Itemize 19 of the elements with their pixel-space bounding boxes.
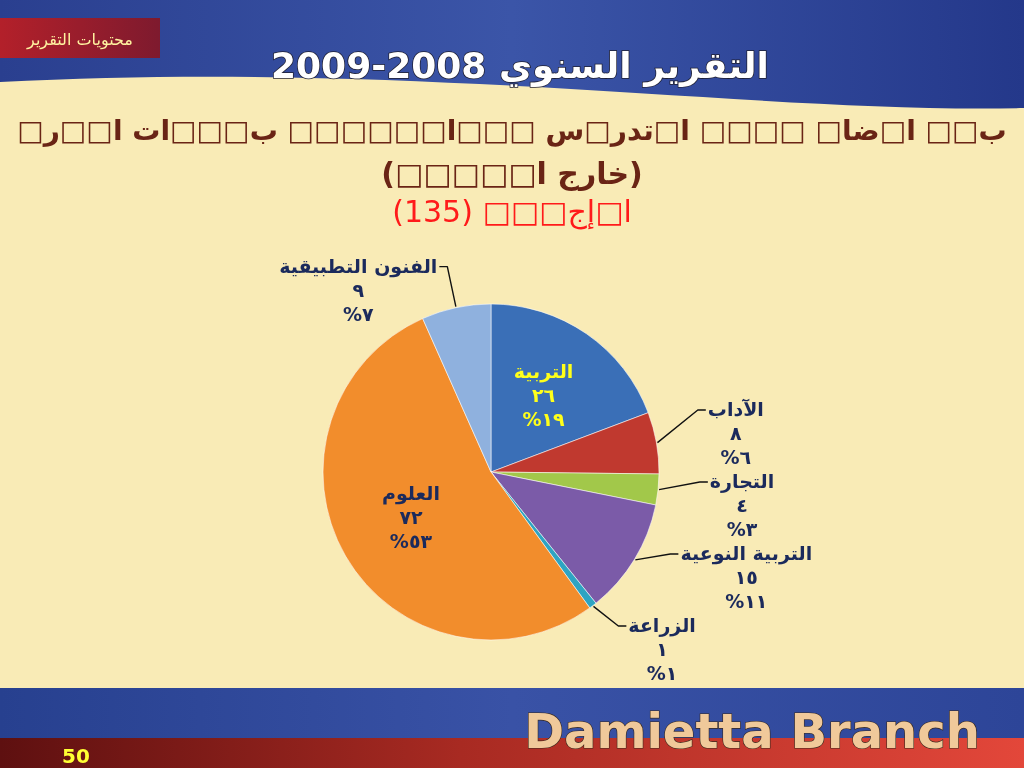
slice-label: التربية: [513, 360, 574, 383]
data-label: ٤ ٣%: [726, 494, 758, 540]
slice-label: التجارة: [709, 470, 775, 493]
data-label: ٨ ٦%: [720, 422, 752, 468]
chart-title: ب□□ ا□ضا□ □□□□ ا□تدر□س □□□ا□□□□□□ ب□□□ات ا□□ر□ (خارج ا□□□□□): [17, 114, 1007, 191]
slice-label: التربية النوعية: [680, 542, 813, 565]
data-label: ٢٦ ١٩%: [522, 384, 566, 430]
chart-subtitle: ا□إج□□□ (135): [392, 194, 632, 230]
data-label: ٩ ٧%: [342, 278, 374, 325]
slice-label: الفنون التطبيقية: [279, 254, 438, 278]
text: 50: [62, 744, 90, 768]
text: محتويات التقرير: [26, 30, 133, 50]
slice-label: الزراعة: [628, 614, 696, 637]
data-label: ١ ١%: [646, 638, 678, 684]
data-label: ٧٢ ٥٣%: [389, 506, 433, 553]
text: التقرير السنوي 2008-2009: [271, 45, 769, 87]
data-label: ١٥ ١١%: [725, 566, 768, 612]
slice-label: العلوم: [381, 482, 440, 506]
slice-label: الآداب: [707, 398, 764, 420]
